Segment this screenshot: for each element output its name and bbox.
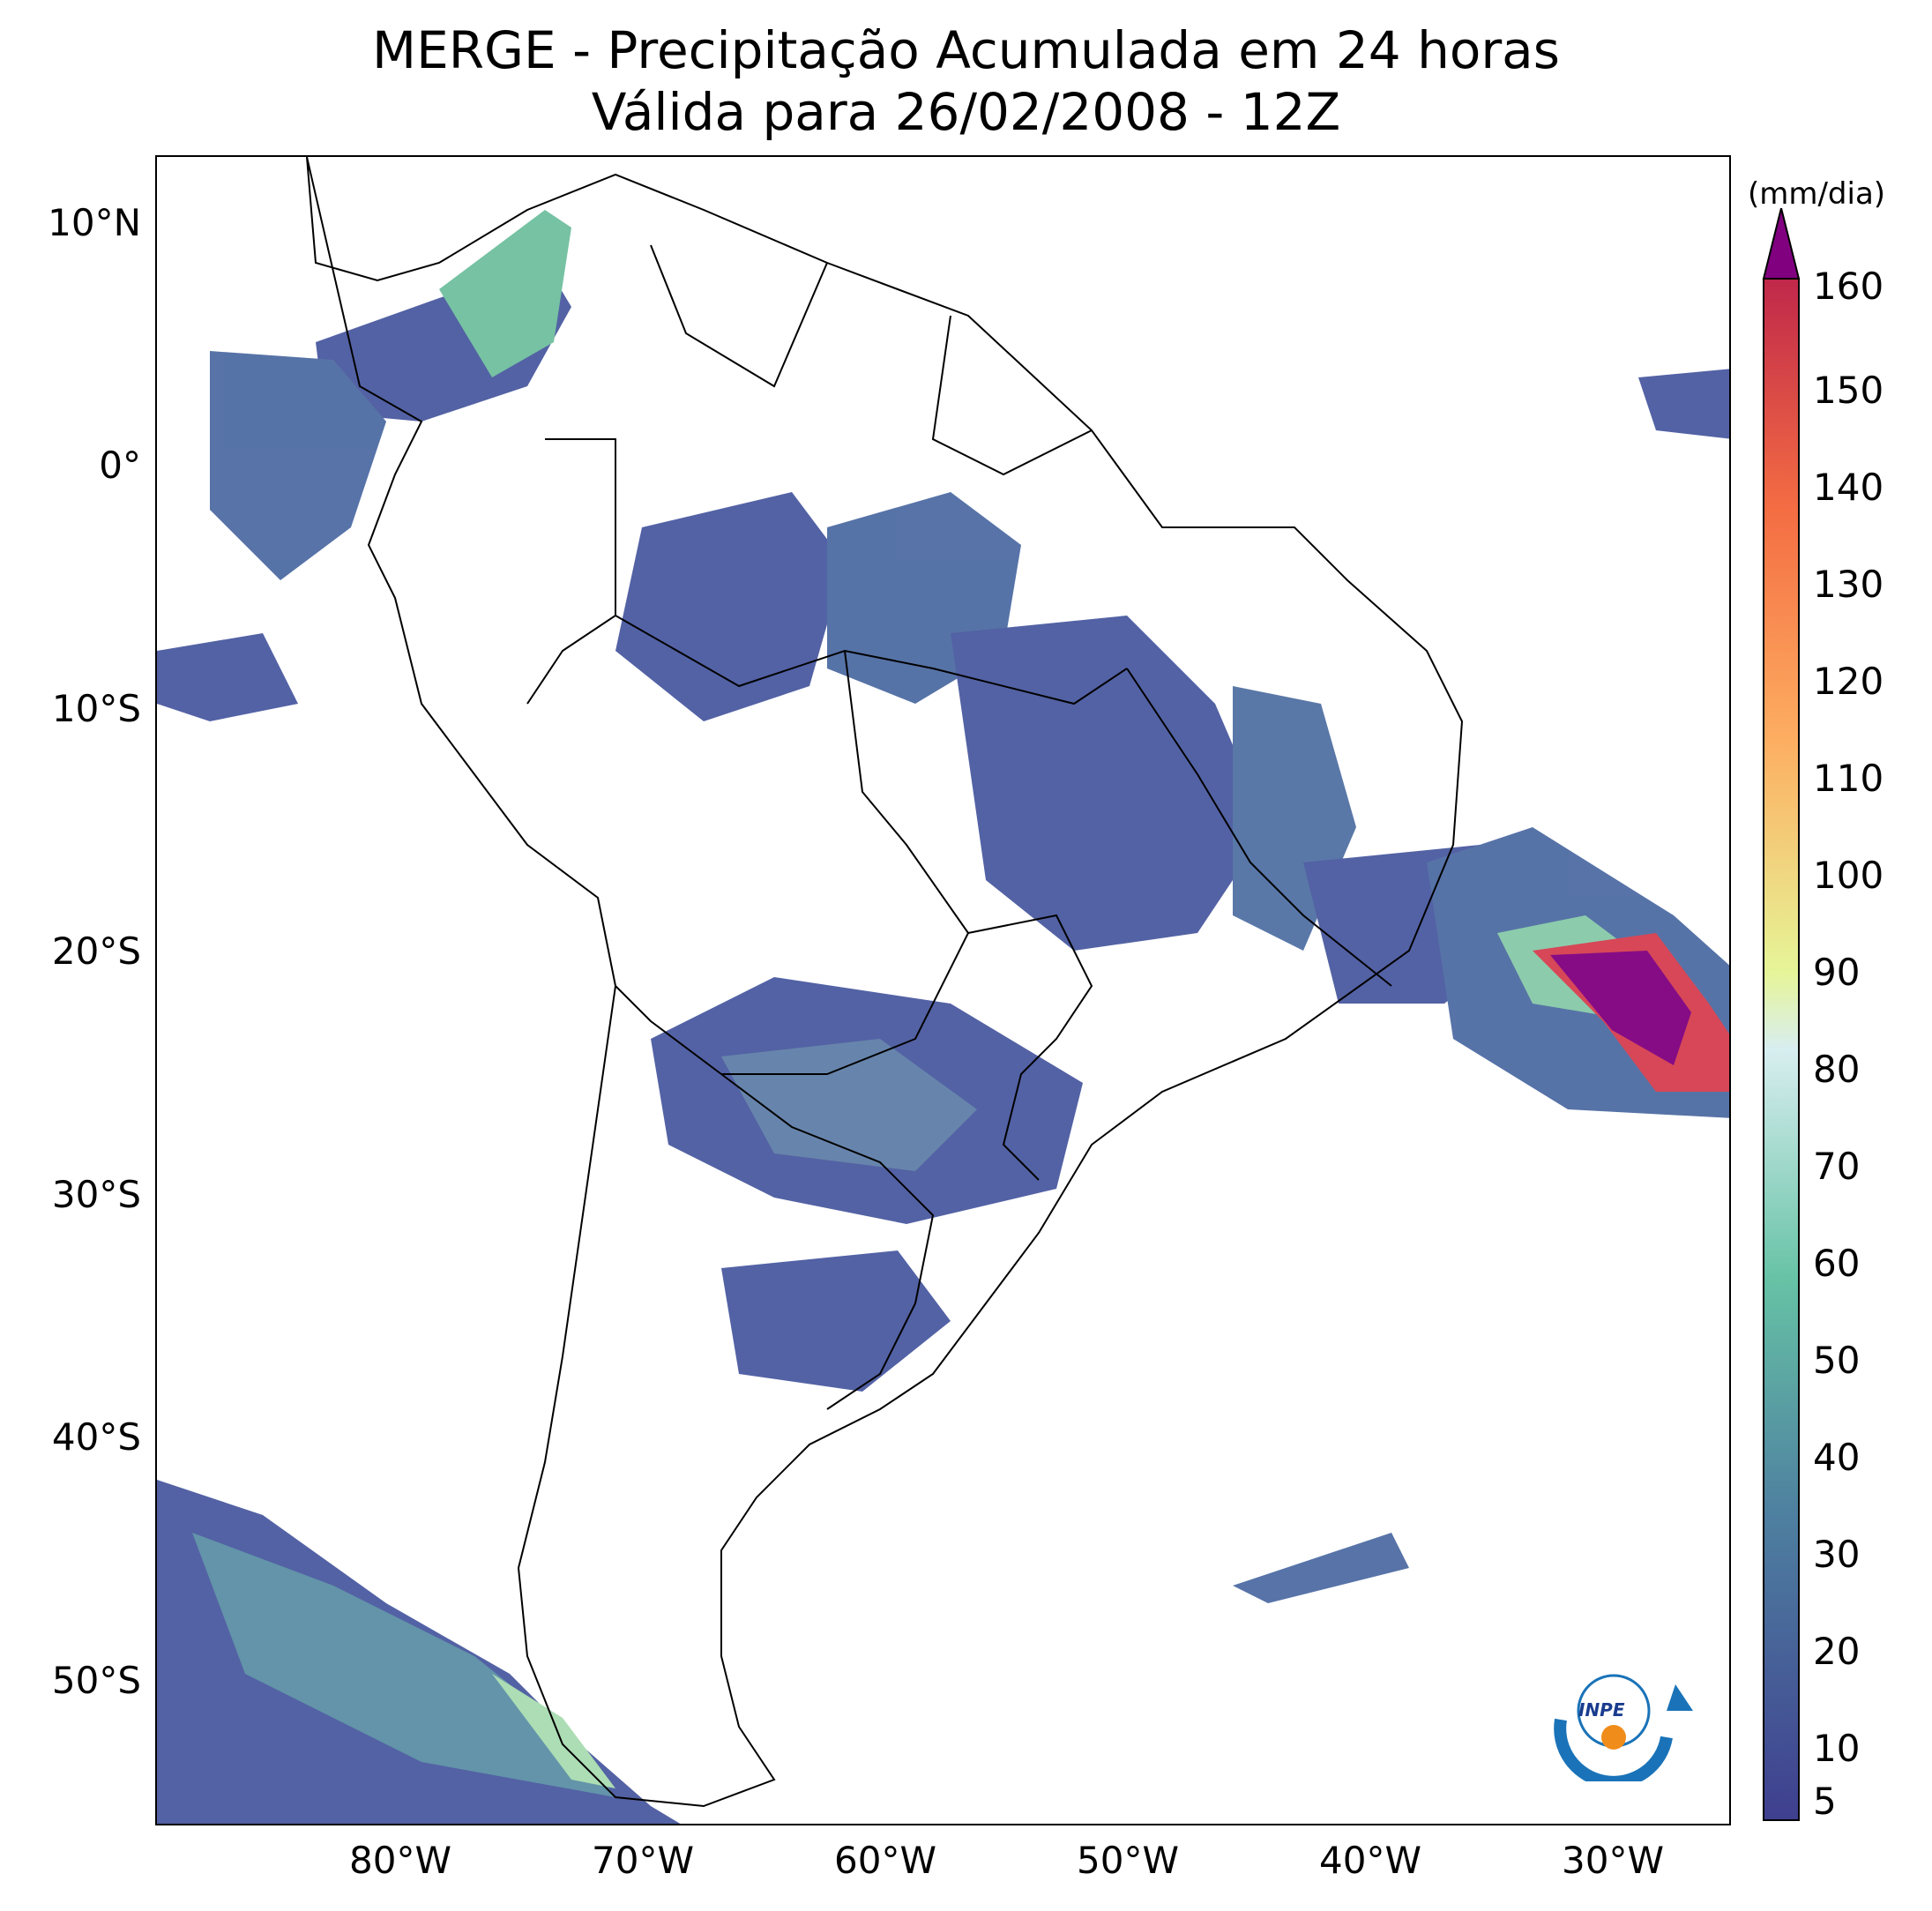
inpe-logo-text: INPE [1578,1699,1625,1721]
precip-patch [1550,951,1691,1065]
lat-label-30S: 30°S [51,1173,141,1216]
precip-patch [1638,369,1729,439]
colorbar-tick-100: 100 [1813,854,1884,897]
lon-label-80W: 80°W [349,1839,451,1882]
colorbar-tick-40: 40 [1813,1436,1861,1479]
precipitation-map [157,157,1729,1824]
inpe-logo: INPE [1554,1674,1693,1781]
colorbar [1762,208,1801,1821]
lon-label-70W: 70°W [592,1839,694,1882]
colorbar-tick-160: 160 [1813,265,1884,308]
country-border [615,985,722,1075]
colorbar-tick-110: 110 [1813,757,1884,800]
map-title-line2: Válida para 26/02/2008 - 12Z [591,82,1341,142]
precip-patch [951,616,1268,951]
lon-label-60W: 60°W [834,1839,936,1882]
lat-label-10S: 10°S [51,687,141,730]
colorbar-tick-80: 80 [1813,1048,1861,1091]
lat-label-0: 0° [99,444,141,487]
country-border [1126,668,1392,987]
country-border [526,438,616,705]
colorbar-tick-90: 90 [1813,951,1861,994]
country-border [720,1073,935,1410]
colorbar-tick-70: 70 [1813,1145,1861,1188]
precip-patch [439,210,571,377]
lon-label-30W: 30°W [1562,1839,1664,1882]
lon-label-50W: 50°W [1077,1839,1179,1882]
colorbar-tick-140: 140 [1813,466,1884,509]
colorbar-tick-5: 5 [1813,1780,1837,1823]
lon-label-40W: 40°W [1319,1839,1421,1882]
colorbar-tick-130: 130 [1813,563,1884,606]
map-area [155,155,1731,1825]
colorbar-body [1763,278,1800,1821]
country-border [967,914,1093,1181]
lat-label-50S: 50°S [51,1659,141,1702]
country-border [931,315,1093,476]
lat-label-10N: 10°N [48,201,141,244]
colorbar-tick-150: 150 [1813,369,1884,412]
country-border [615,615,1128,705]
colorbar-tick-120: 120 [1813,660,1884,703]
colorbar-tick-10: 10 [1813,1727,1861,1770]
precip-layer [157,210,1729,1824]
precip-patch [210,351,386,580]
precip-patch [192,1533,615,1797]
colorbar-extend-arrow [1762,208,1801,280]
coastline-layer [306,157,1464,1808]
lat-label-20S: 20°S [51,929,141,973]
precip-patch [615,492,845,721]
map-title-line1: MERGE - Precipitação Acumulada em 24 hor… [372,20,1560,80]
colorbar-tick-30: 30 [1813,1533,1861,1576]
precip-patch [721,1250,951,1392]
colorbar-tick-20: 20 [1813,1630,1861,1673]
precip-patch [721,1039,977,1171]
south-america-outline [306,157,1464,1808]
colorbar-tick-60: 60 [1813,1242,1861,1285]
colorbar-unit: (mm/dia) [1747,176,1886,212]
precip-patch [492,1674,615,1788]
colorbar-tick-50: 50 [1813,1339,1861,1382]
country-border [650,244,828,388]
lat-label-40S: 40°S [51,1415,141,1459]
precip-patch [157,633,298,721]
precip-patch [1233,1533,1409,1603]
